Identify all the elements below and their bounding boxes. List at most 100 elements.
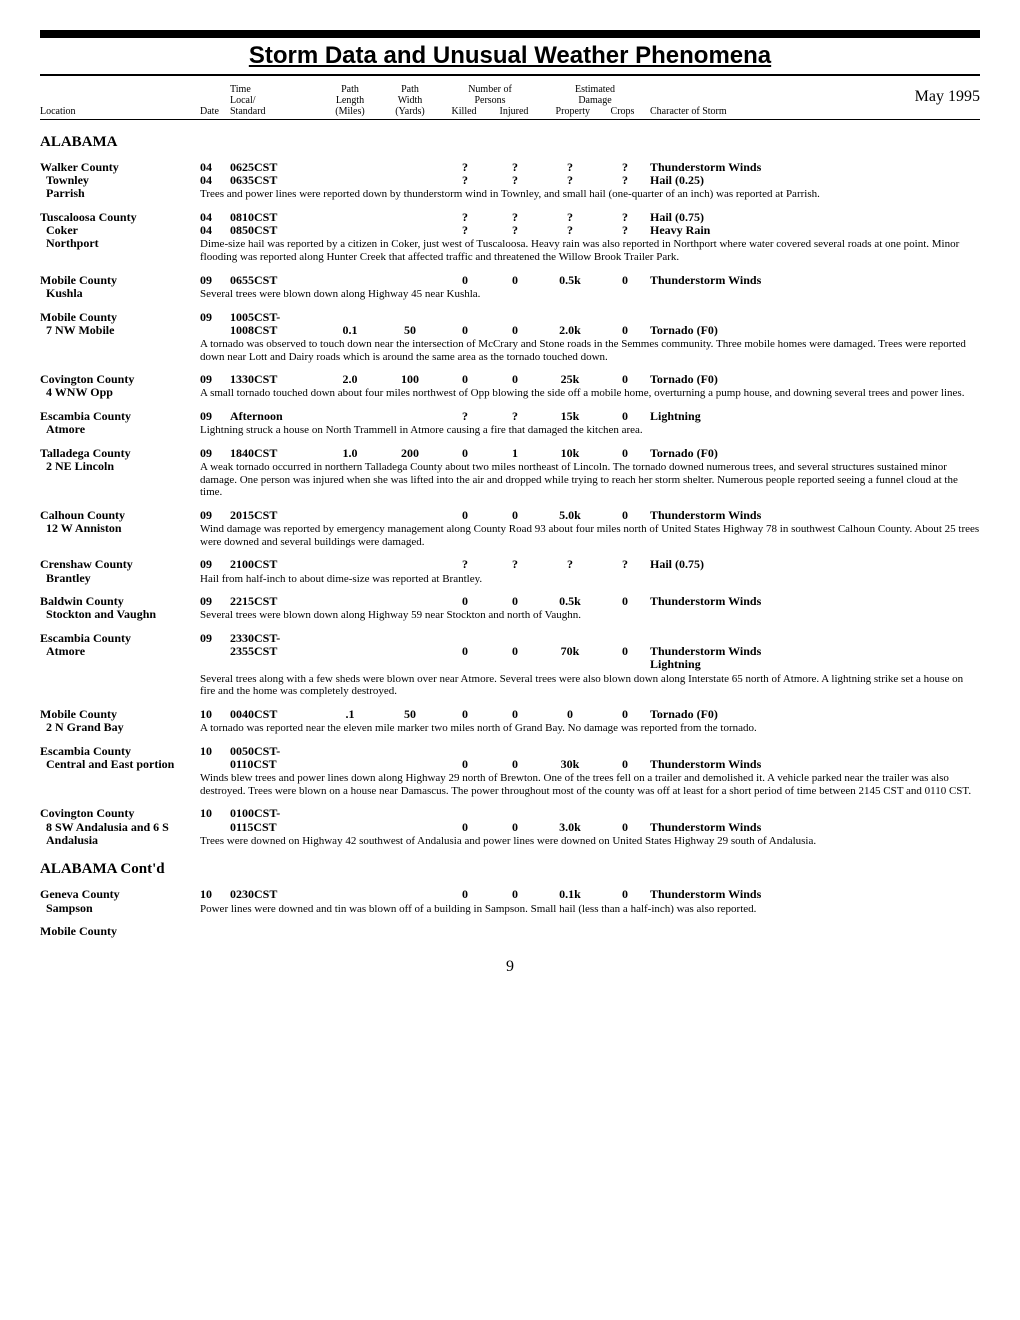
- cell-date: 09: [200, 509, 230, 522]
- location-name: 2 N Grand Bay: [40, 721, 200, 734]
- cell-date: 09: [200, 595, 230, 608]
- entry-data-block: 092215CST000.5k0Thunderstorm WindsSevera…: [200, 595, 980, 622]
- cell-property: 15k: [540, 410, 600, 423]
- location-name: Kushla: [40, 287, 200, 300]
- cell-path-width: [380, 224, 440, 237]
- cell-path-length: [320, 311, 380, 324]
- cell-time: 2015CST: [230, 509, 320, 522]
- storm-entry: Geneva CountySampson100230CST000.1k0Thun…: [40, 888, 980, 915]
- cell-killed: 0: [440, 373, 490, 386]
- data-row: 100230CST000.1k0Thunderstorm Winds: [200, 888, 980, 901]
- cell-time: 1005CST-: [230, 311, 320, 324]
- cell-property: [540, 311, 600, 324]
- entry-data-block: 090655CST000.5k0Thunderstorm WindsSevera…: [200, 274, 980, 301]
- hdr-character: May 1995 Character of Storm: [650, 88, 980, 117]
- cell-path-length: [320, 595, 380, 608]
- cell-path-width: [380, 595, 440, 608]
- cell-time: 2100CST: [230, 558, 320, 571]
- storm-entry: Crenshaw CountyBrantley092100CST????Hail…: [40, 558, 980, 585]
- cell-time: 0850CST: [230, 224, 320, 237]
- entry-location-block: Crenshaw CountyBrantley: [40, 558, 200, 584]
- cell-path-length: [320, 509, 380, 522]
- cell-character: Tornado (F0): [650, 324, 980, 337]
- location-name: Parrish: [40, 187, 200, 200]
- entry-location-block: Tuscaloosa CountyCokerNorthport: [40, 211, 200, 251]
- cell-property: 0.1k: [540, 888, 600, 901]
- entry-location-block: Escambia CountyCentral and East portion: [40, 745, 200, 771]
- entry-data-block: 100050CST-0110CST0030k0Thunderstorm Wind…: [200, 745, 980, 798]
- county-name: Escambia County: [40, 745, 200, 758]
- cell-injured: [490, 807, 540, 820]
- cell-path-width: [380, 632, 440, 645]
- data-row: 09Afternoon??15k0Lightning: [200, 410, 980, 423]
- cell-path-width: [380, 274, 440, 287]
- data-row: 091005CST-: [200, 311, 980, 324]
- cell-date: 10: [200, 807, 230, 820]
- cell-property: 25k: [540, 373, 600, 386]
- data-row: 092100CST????Hail (0.75): [200, 558, 980, 571]
- cell-path-width: [380, 745, 440, 758]
- data-row: 2355CST0070k0Thunderstorm Winds: [200, 645, 980, 658]
- hdr-path-width: PathWidth(Yards): [380, 84, 440, 117]
- cell-path-width: [380, 888, 440, 901]
- narrative-text: Trees were downed on Highway 42 southwes…: [200, 835, 980, 848]
- cell-character: Heavy Rain: [650, 224, 980, 237]
- cell-time: 2355CST: [230, 645, 320, 658]
- cell-date: [200, 324, 230, 337]
- cell-injured: 0: [490, 645, 540, 658]
- data-row: 040625CST????Thunderstorm Winds: [200, 161, 980, 174]
- narrative-text: Several trees were blown down along High…: [200, 609, 980, 622]
- storm-entry: Baldwin CountyStockton and Vaughn092215C…: [40, 595, 980, 622]
- data-row: 040850CST????Heavy Rain: [200, 224, 980, 237]
- hdr-damage: EstimatedDamagePropertyCrops: [540, 84, 650, 117]
- cell-property: 3.0k: [540, 821, 600, 834]
- cell-character: [650, 311, 980, 324]
- cell-property: 30k: [540, 758, 600, 771]
- cell-killed: 0: [440, 447, 490, 460]
- cell-path-length: [320, 274, 380, 287]
- location-name: Northport: [40, 237, 200, 250]
- cell-crops: 0: [600, 509, 650, 522]
- hdr-persons: Number ofPersonsKilledInjured: [440, 84, 540, 117]
- cell-killed: ?: [440, 224, 490, 237]
- cell-path-width: [380, 558, 440, 571]
- cell-injured: ?: [490, 558, 540, 571]
- data-row: 090655CST000.5k0Thunderstorm Winds: [200, 274, 980, 287]
- cell-path-length: [320, 211, 380, 224]
- cell-date: 10: [200, 708, 230, 721]
- hdr-time: TimeLocal/Standard: [230, 84, 320, 117]
- cell-path-length: [320, 645, 380, 658]
- cell-path-length: [320, 632, 380, 645]
- cell-time: 0115CST: [230, 821, 320, 834]
- cell-date: 09: [200, 274, 230, 287]
- cell-date: 04: [200, 224, 230, 237]
- storm-entry: Talladega County2 NE Lincoln091840CST1.0…: [40, 447, 980, 499]
- entry-data-block: 091005CST-1008CST0.150002.0k0Tornado (F0…: [200, 311, 980, 364]
- entry-location-block: Mobile CountyKushla: [40, 274, 200, 300]
- county-name: Mobile County: [40, 925, 200, 938]
- location-name: Stockton and Vaughn: [40, 608, 200, 621]
- storm-entry: Mobile CountyKushla090655CST000.5k0Thund…: [40, 274, 980, 301]
- entry-location-block: Geneva CountySampson: [40, 888, 200, 914]
- entry-location-block: Escambia CountyAtmore: [40, 632, 200, 658]
- cell-path-width: [380, 807, 440, 820]
- data-row: 092015CST005.0k0Thunderstorm Winds: [200, 509, 980, 522]
- cell-time: 1840CST: [230, 447, 320, 460]
- data-row: 100040CST.1500000Tornado (F0): [200, 708, 980, 721]
- narrative-text: A weak tornado occurred in northern Tall…: [200, 461, 980, 499]
- cell-path-length: 2.0: [320, 373, 380, 386]
- cell-property: 5.0k: [540, 509, 600, 522]
- cell-path-width: [380, 509, 440, 522]
- cell-path-length: [320, 807, 380, 820]
- cell-character: [650, 807, 980, 820]
- cell-path-length: [320, 745, 380, 758]
- cell-crops: [600, 807, 650, 820]
- entry-data-block: 091840CST1.02000110k0Tornado (F0)A weak …: [200, 447, 980, 499]
- location-name: Sampson: [40, 902, 200, 915]
- cell-date: 09: [200, 410, 230, 423]
- column-headers: Location Date TimeLocal/Standard PathLen…: [40, 84, 980, 120]
- entry-data-block: 040625CST????Thunderstorm Winds040635CST…: [200, 161, 980, 201]
- cell-crops: [600, 311, 650, 324]
- data-row: 040810CST????Hail (0.75): [200, 211, 980, 224]
- storm-entry: Tuscaloosa CountyCokerNorthport040810CST…: [40, 211, 980, 264]
